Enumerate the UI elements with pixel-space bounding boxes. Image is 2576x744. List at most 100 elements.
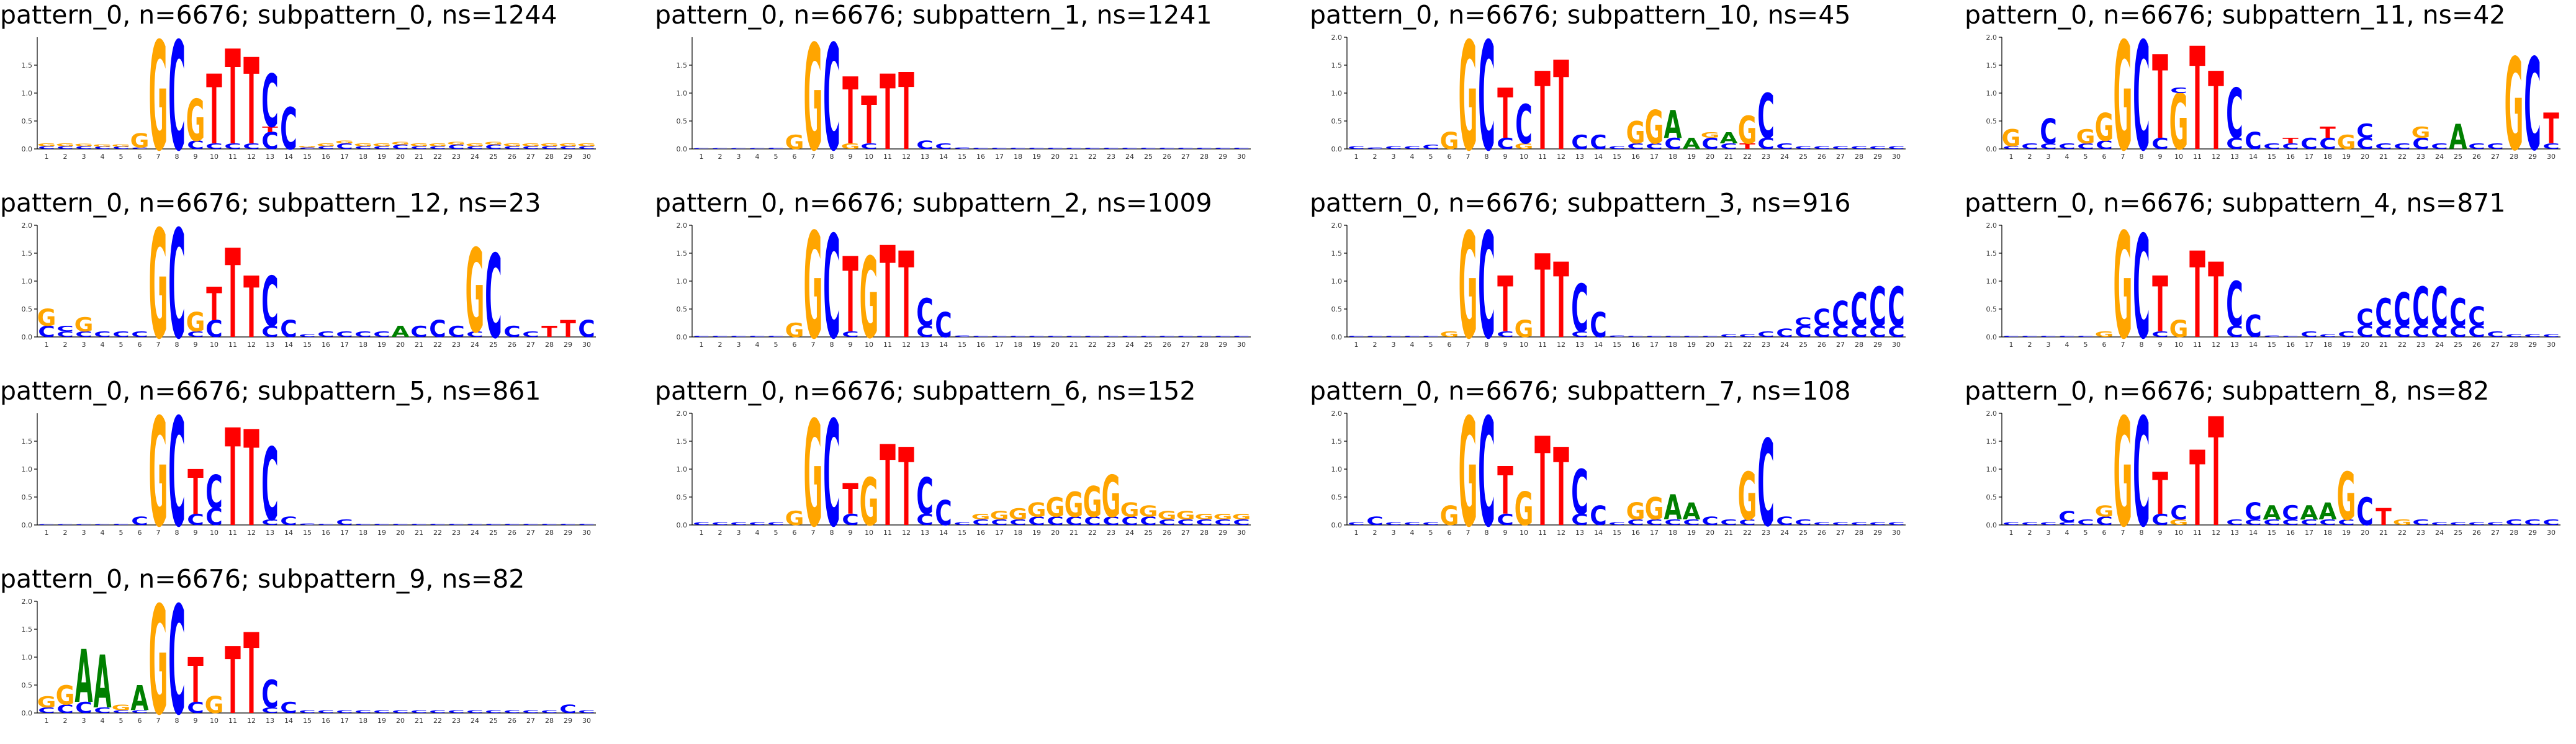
x-tick-label: 4	[2065, 341, 2069, 349]
logo-letter: C	[2058, 509, 2076, 526]
x-tick-label: 20	[1051, 529, 1060, 537]
x-tick-label: 7	[156, 153, 161, 161]
logo-letter: C	[112, 524, 130, 526]
x-tick-label: 10	[210, 529, 218, 537]
logo-letter: C	[112, 146, 130, 150]
logo-letter: G	[1626, 115, 1646, 151]
logo-letter: C	[972, 148, 989, 150]
x-tick-label: 17	[995, 153, 1004, 161]
x-tick-label: 17	[1650, 529, 1659, 537]
logo-letter: C	[2431, 276, 2448, 339]
y-tick-label: 2.0	[677, 410, 688, 418]
logo-letter: C	[38, 524, 55, 525]
logo-letter: A	[130, 679, 148, 719]
logo-letter: C	[2468, 300, 2485, 332]
logo-letter: C	[1757, 416, 1775, 554]
logo-letter: C	[261, 673, 279, 717]
logo-letter: G	[354, 143, 373, 147]
x-tick-label: 6	[1448, 153, 1452, 161]
logo-letter: G	[56, 143, 75, 147]
logo-letter: G	[2095, 503, 2114, 521]
x-tick-label: 20	[2361, 529, 2369, 537]
y-tick-label: 0.0	[1331, 145, 1343, 153]
x-tick-label: 29	[1873, 341, 1882, 349]
x-tick-label: 21	[1070, 529, 1078, 537]
logo-letter: C	[280, 96, 297, 163]
x-tick-label: 13	[266, 341, 274, 349]
logo-letter: G	[2114, 202, 2133, 372]
x-tick-label: 11	[228, 341, 237, 349]
x-tick-label: 7	[811, 341, 816, 349]
x-tick-label: 1	[1354, 529, 1359, 537]
logo-letter: T	[225, 629, 241, 735]
x-tick-label: 4	[755, 529, 760, 537]
logo-letter: C	[578, 145, 595, 150]
logo-letter: C	[354, 330, 372, 339]
x-tick-label: 24	[2435, 153, 2444, 161]
x-tick-label: 3	[737, 341, 741, 349]
logo-letter: C	[373, 145, 390, 150]
logo-letter: C	[2058, 521, 2076, 526]
x-tick-label: 18	[359, 717, 367, 725]
y-tick-label: 0.0	[1331, 333, 1343, 341]
x-tick-label: 9	[194, 153, 198, 161]
x-tick-label: 17	[995, 341, 1004, 349]
logo-letter: C	[1403, 521, 1421, 526]
logo-letter: A	[2318, 498, 2336, 525]
logo-letter: G	[1515, 142, 1534, 151]
logo-letter: T	[880, 423, 896, 552]
y-tick-label: 1.0	[677, 89, 688, 97]
x-tick-label: 22	[433, 717, 442, 725]
logo-letter: G	[130, 130, 150, 152]
x-tick-label: 1	[2009, 529, 2014, 537]
y-tick-label: 0.0	[677, 333, 688, 341]
logo-letter: C	[1009, 336, 1027, 338]
logo-letter: T	[880, 220, 896, 367]
x-tick-label: 27	[526, 341, 535, 349]
x-tick-label: 27	[2491, 529, 2500, 537]
x-tick-label: 15	[2268, 529, 2276, 537]
logo-letter: C	[1422, 336, 1439, 338]
x-tick-label: 8	[175, 153, 179, 161]
logo-letter: C	[522, 330, 539, 339]
logo-letter: C	[2077, 336, 2094, 338]
logo-letter: C	[2394, 284, 2411, 337]
logo-letter: C	[2468, 521, 2485, 526]
x-tick-label: 20	[1051, 153, 1060, 161]
logo-letter: C	[392, 709, 409, 714]
x-tick-label: 18	[2323, 529, 2332, 537]
x-tick-label: 15	[303, 717, 312, 725]
logo-letter: C	[1214, 148, 1232, 150]
x-tick-label: 24	[1125, 153, 1134, 161]
logo-letter: C	[1196, 518, 1213, 527]
logo-letter: C	[991, 336, 1008, 338]
logo-letter: G	[149, 574, 168, 744]
x-tick-label: 8	[830, 341, 834, 349]
logo-letter: G	[317, 143, 336, 147]
x-tick-label: 16	[322, 717, 330, 725]
logo-letter: C	[916, 291, 934, 335]
logo-letter: C	[2245, 498, 2262, 525]
logo-letter: C	[2468, 323, 2485, 341]
x-tick-label: 26	[1163, 153, 1171, 161]
y-tick-label: 0.5	[1331, 493, 1343, 501]
logo-letter: C	[2133, 10, 2150, 184]
logo-letter: C	[2431, 521, 2448, 526]
logo-letter: C	[261, 262, 279, 343]
logo-letter: C	[354, 709, 372, 714]
x-tick-label: 25	[2454, 529, 2462, 537]
logo-letter: C	[1158, 336, 1176, 338]
logo-letter: C	[1028, 514, 1045, 527]
logo-letter: C	[168, 10, 186, 184]
logo-letter: C	[1385, 521, 1402, 526]
logo-letter: C	[767, 521, 785, 526]
x-tick-label: 24	[2435, 529, 2444, 537]
x-tick-label: 16	[322, 153, 330, 161]
x-tick-label: 12	[2212, 341, 2220, 349]
x-tick-label: 12	[247, 717, 256, 725]
logo-letter: G	[428, 143, 448, 147]
y-tick-label: 0.0	[1986, 521, 1997, 529]
x-tick-label: 20	[2361, 341, 2369, 349]
x-tick-label: 3	[1392, 341, 1396, 349]
logo-letter: C	[578, 709, 595, 714]
